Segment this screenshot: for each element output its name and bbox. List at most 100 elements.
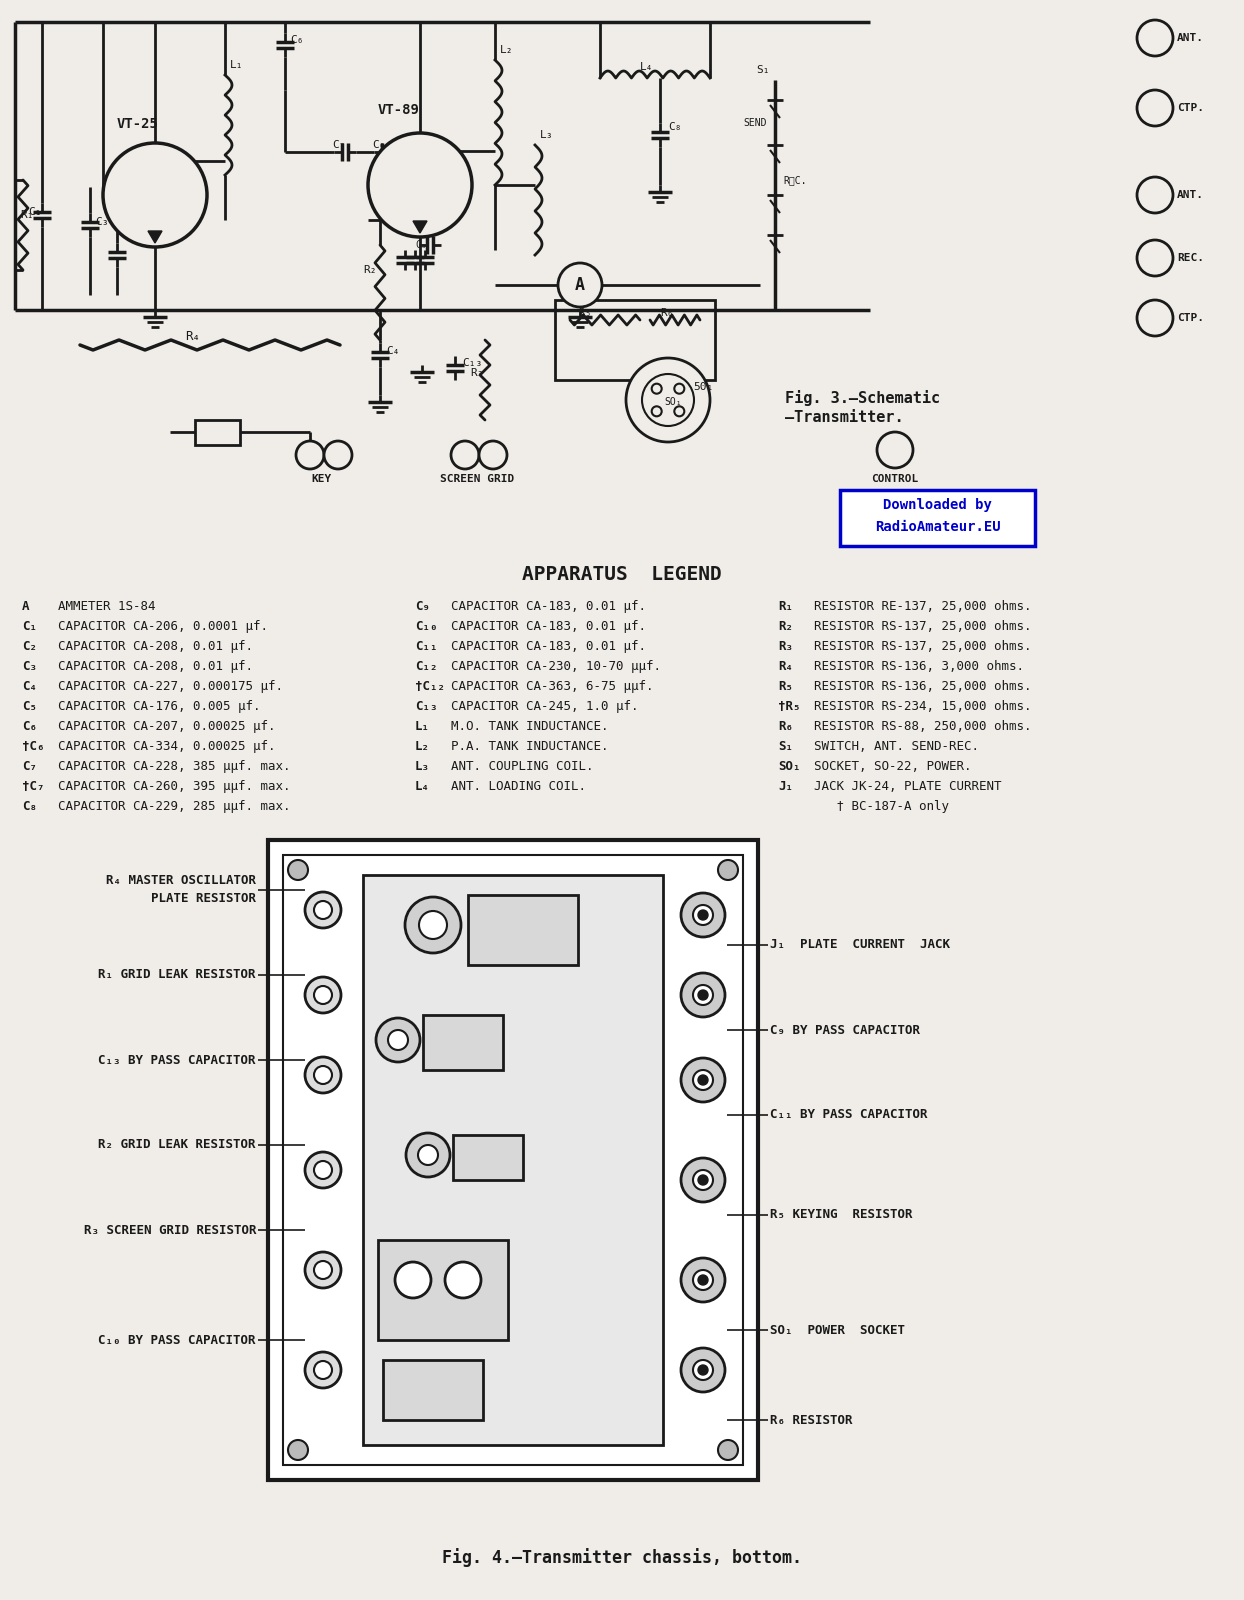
- Circle shape: [693, 1360, 713, 1379]
- Circle shape: [693, 986, 713, 1005]
- Circle shape: [698, 990, 708, 1000]
- Bar: [383, 1360, 483, 1421]
- Circle shape: [406, 1133, 450, 1178]
- Text: SO₁: SO₁: [778, 760, 800, 773]
- Text: CAPACITOR CA-229, 285 μμf. max.: CAPACITOR CA-229, 285 μμf. max.: [58, 800, 291, 813]
- Circle shape: [680, 1058, 725, 1102]
- Text: C₁: C₁: [29, 206, 41, 218]
- Text: R₃ SCREEN GRID RESISTOR: R₃ SCREEN GRID RESISTOR: [83, 1224, 256, 1237]
- Text: R₁ GRID LEAK RESISTOR: R₁ GRID LEAK RESISTOR: [98, 968, 256, 981]
- Text: C₈: C₈: [668, 122, 682, 133]
- Text: R₄: R₄: [185, 330, 200, 342]
- Text: R₃: R₃: [778, 640, 792, 653]
- Text: CAPACITOR CA-260, 395 μμf. max.: CAPACITOR CA-260, 395 μμf. max.: [58, 781, 291, 794]
- Circle shape: [406, 898, 462, 954]
- Circle shape: [877, 432, 913, 467]
- Text: SOCKET, SO-22, POWER.: SOCKET, SO-22, POWER.: [814, 760, 972, 773]
- Text: RểC.: RểC.: [782, 174, 806, 186]
- Text: C₁₂: C₁₂: [415, 659, 438, 674]
- Text: SWITCH, ANT. SEND-REC.: SWITCH, ANT. SEND-REC.: [814, 739, 979, 754]
- Circle shape: [680, 893, 725, 938]
- Text: C₁₃: C₁₃: [415, 701, 438, 714]
- Text: AMMETER 1S-84: AMMETER 1S-84: [58, 600, 156, 613]
- Text: APPARATUS  LEGEND: APPARATUS LEGEND: [522, 565, 722, 584]
- Circle shape: [313, 1362, 332, 1379]
- Text: C₆: C₆: [290, 35, 304, 45]
- Circle shape: [626, 358, 710, 442]
- Circle shape: [1137, 90, 1173, 126]
- Text: Downloaded by: Downloaded by: [883, 498, 991, 512]
- Text: C₉: C₉: [415, 600, 430, 613]
- Text: P.A. TANK INDUCTANCE.: P.A. TANK INDUCTANCE.: [452, 739, 608, 754]
- Circle shape: [305, 978, 341, 1013]
- Text: ANT.: ANT.: [1177, 190, 1204, 200]
- Text: C₆: C₆: [22, 720, 37, 733]
- Text: C₆: C₆: [372, 141, 386, 150]
- Text: RESISTOR RS-234, 15,000 ohms.: RESISTOR RS-234, 15,000 ohms.: [814, 701, 1031, 714]
- Bar: [423, 1014, 503, 1070]
- Text: R₃: R₃: [470, 368, 484, 378]
- Text: R₅ KEYING  RESISTOR: R₅ KEYING RESISTOR: [770, 1208, 913, 1221]
- Circle shape: [1137, 301, 1173, 336]
- Circle shape: [313, 986, 332, 1005]
- Text: L₄: L₄: [639, 62, 653, 72]
- Bar: [840, 490, 1035, 546]
- Text: S₁: S₁: [778, 739, 792, 754]
- Text: C₅: C₅: [22, 701, 37, 714]
- Text: ANT. COUPLING COIL.: ANT. COUPLING COIL.: [452, 760, 593, 773]
- Text: CAPACITOR CA-208, 0.01 μf.: CAPACITOR CA-208, 0.01 μf.: [58, 659, 253, 674]
- Circle shape: [445, 1262, 481, 1298]
- Text: SEND: SEND: [744, 118, 768, 128]
- Text: R₅: R₅: [578, 307, 591, 318]
- Bar: [195, 419, 240, 445]
- Circle shape: [674, 384, 684, 394]
- Text: 50₁: 50₁: [693, 382, 713, 392]
- Circle shape: [698, 910, 708, 920]
- Text: VT-25: VT-25: [117, 117, 159, 131]
- Circle shape: [376, 1018, 420, 1062]
- Text: CAPACITOR CA-183, 0.01 μf.: CAPACITOR CA-183, 0.01 μf.: [452, 600, 646, 613]
- Text: R₄: R₄: [778, 659, 792, 674]
- Bar: [267, 840, 758, 1480]
- Text: C₇: C₇: [22, 760, 37, 773]
- Circle shape: [642, 374, 694, 426]
- Text: SO₁: SO₁: [664, 397, 682, 406]
- Text: R₂: R₂: [363, 266, 377, 275]
- Text: CONTROL: CONTROL: [871, 474, 918, 483]
- Text: M.O. TANK INDUCTANCE.: M.O. TANK INDUCTANCE.: [452, 720, 608, 733]
- Circle shape: [103, 142, 207, 246]
- Text: CAPACITOR CA-363, 6-75 μμf.: CAPACITOR CA-363, 6-75 μμf.: [452, 680, 653, 693]
- Text: L₃: L₃: [540, 130, 554, 141]
- Text: CAPACITOR CA-176, 0.005 μf.: CAPACITOR CA-176, 0.005 μf.: [58, 701, 260, 714]
- Circle shape: [305, 1152, 341, 1187]
- Circle shape: [313, 901, 332, 918]
- Text: C₈: C₈: [22, 800, 37, 813]
- Circle shape: [323, 442, 352, 469]
- Text: C₂: C₂: [22, 640, 37, 653]
- Circle shape: [652, 406, 662, 416]
- Circle shape: [674, 406, 684, 416]
- Circle shape: [305, 1352, 341, 1387]
- Bar: [555, 301, 715, 379]
- Circle shape: [289, 1440, 309, 1459]
- Text: †C₁₂: †C₁₂: [415, 680, 445, 693]
- Text: CAPACITOR CA-183, 0.01 μf.: CAPACITOR CA-183, 0.01 μf.: [452, 640, 646, 653]
- Circle shape: [693, 1070, 713, 1090]
- Text: A: A: [575, 275, 585, 294]
- Text: C₁: C₁: [22, 619, 37, 634]
- Text: JACK JK-24, PLATE CURRENT: JACK JK-24, PLATE CURRENT: [814, 781, 1001, 794]
- Text: C₄: C₄: [22, 680, 37, 693]
- Circle shape: [396, 1262, 430, 1298]
- Circle shape: [559, 262, 602, 307]
- Text: CTP.: CTP.: [1177, 102, 1204, 114]
- Text: †R₅: †R₅: [778, 701, 800, 714]
- Text: CAPACITOR CA-207, 0.00025 μf.: CAPACITOR CA-207, 0.00025 μf.: [58, 720, 275, 733]
- Circle shape: [305, 1058, 341, 1093]
- Text: L₁: L₁: [230, 59, 244, 70]
- Text: RadioAmateur.EU: RadioAmateur.EU: [875, 520, 1000, 534]
- Circle shape: [289, 861, 309, 880]
- Bar: [378, 1240, 508, 1341]
- Text: R₂: R₂: [778, 619, 792, 634]
- Text: C₁₃: C₁₃: [462, 358, 483, 368]
- Text: C₁₀ BY PASS CAPACITOR: C₁₀ BY PASS CAPACITOR: [98, 1333, 256, 1347]
